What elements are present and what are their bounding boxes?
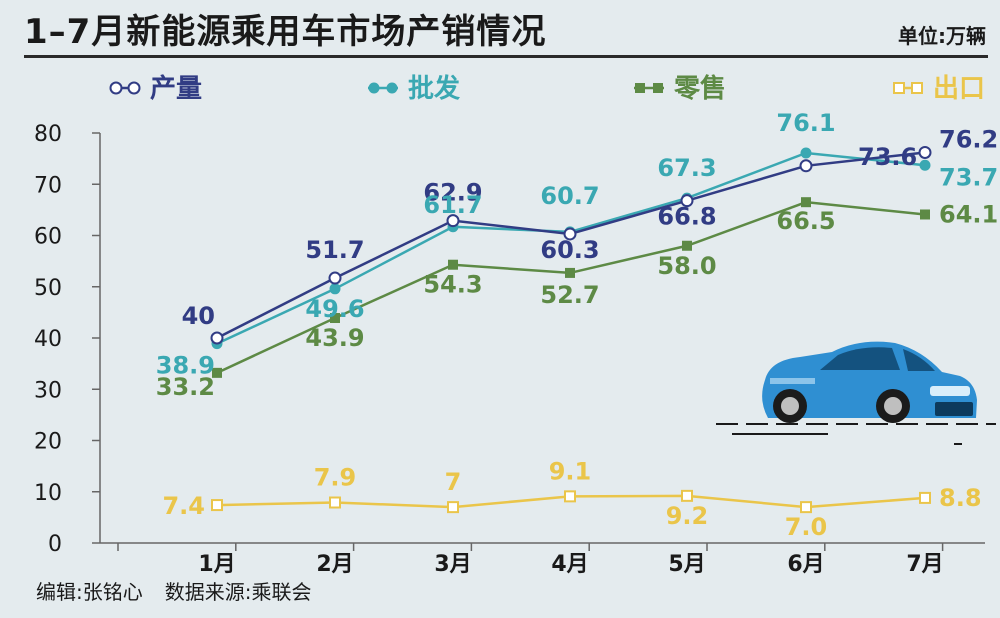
data-point-retail bbox=[920, 209, 930, 220]
data-label-wholesale: 76.1 bbox=[776, 109, 835, 137]
data-label-production: 60.3 bbox=[540, 236, 599, 264]
data-label-production: 73.6 bbox=[858, 143, 917, 171]
data-point-production bbox=[210, 331, 224, 345]
data-point-wholesale bbox=[919, 159, 931, 171]
y-tick-label: 20 bbox=[34, 430, 62, 455]
data-point-export bbox=[211, 499, 223, 512]
y-tick-label: 70 bbox=[34, 173, 62, 198]
data-point-production bbox=[446, 214, 460, 228]
legend-marker bbox=[635, 83, 645, 93]
legend-label: 批发 bbox=[408, 73, 460, 104]
legend-marker bbox=[368, 82, 380, 94]
data-point-production bbox=[563, 227, 577, 241]
y-tick-label: 50 bbox=[34, 276, 62, 301]
data-point-export bbox=[919, 491, 931, 504]
data-label-production: 51.7 bbox=[305, 236, 364, 264]
data-point-wholesale bbox=[800, 147, 812, 159]
data-label-retail: 43.9 bbox=[305, 324, 364, 352]
data-point-wholesale bbox=[329, 283, 341, 295]
legend-marker bbox=[911, 82, 923, 94]
data-point-retail bbox=[212, 367, 222, 378]
x-tick-label: 5月 bbox=[668, 552, 705, 577]
data-label-retail: 33.2 bbox=[156, 373, 215, 401]
data-label-wholesale: 49.6 bbox=[305, 295, 364, 323]
data-label-retail: 58.0 bbox=[657, 252, 716, 280]
data-source: 数据来源:乘联会 bbox=[164, 580, 312, 604]
data-label-retail: 66.5 bbox=[776, 207, 835, 235]
data-point-production bbox=[328, 271, 342, 285]
data-label-wholesale: 67.3 bbox=[657, 154, 716, 182]
car-icon bbox=[716, 341, 996, 445]
y-tick-label: 0 bbox=[48, 532, 62, 557]
footer: 编辑:张铭心 数据来源:乘联会 bbox=[36, 576, 312, 605]
chart-title: 1–7月新能源乘用车市场产销情况 bbox=[24, 12, 547, 52]
data-point-retail bbox=[330, 313, 340, 324]
legend-marker bbox=[893, 82, 905, 94]
data-label-retail: 54.3 bbox=[423, 271, 482, 299]
data-point-production bbox=[799, 159, 813, 173]
data-label-retail: 64.1 bbox=[939, 200, 998, 228]
data-label-export: 7.0 bbox=[785, 513, 828, 541]
data-point-retail bbox=[801, 197, 811, 208]
data-label-export: 7.4 bbox=[162, 492, 205, 520]
legend-label: 产量 bbox=[150, 74, 202, 104]
data-label-export: 8.8 bbox=[939, 484, 982, 512]
data-point-export bbox=[447, 501, 459, 514]
editor-credit: 编辑:张铭心 bbox=[36, 580, 143, 604]
x-tick-label: 3月 bbox=[434, 552, 471, 577]
data-label-production: 62.9 bbox=[423, 179, 482, 207]
y-tick-label: 10 bbox=[34, 481, 62, 506]
data-label-retail: 52.7 bbox=[540, 281, 599, 309]
y-tick-label: 40 bbox=[34, 327, 62, 352]
data-point-export bbox=[681, 489, 693, 502]
data-point-retail bbox=[565, 267, 575, 278]
legend-marker bbox=[653, 83, 663, 93]
legend-label: 零售 bbox=[674, 73, 726, 104]
data-label-wholesale: 73.7 bbox=[939, 163, 998, 191]
y-tick-label: 60 bbox=[34, 225, 62, 250]
axes: 0 10 20 30 40 50 60 70 80 1月 2月 3月 4月 5月 6月 7月 bbox=[34, 122, 985, 577]
data-labels: 40 51.7 62.9 60.3 66.8 73.6 76.2 38.9 49.6 61.7 60… bbox=[156, 109, 998, 541]
data-label-export: 9.1 bbox=[549, 457, 592, 485]
data-point-export bbox=[329, 496, 341, 509]
data-point-production bbox=[918, 145, 932, 159]
data-label-wholesale: 61.7 bbox=[423, 191, 482, 219]
data-point-production bbox=[680, 194, 694, 208]
data-label-wholesale: 38.9 bbox=[156, 352, 215, 380]
data-point-retail bbox=[448, 259, 458, 270]
data-point-export bbox=[564, 490, 576, 503]
x-tick-label: 4月 bbox=[551, 552, 588, 577]
data-label-export: 7.9 bbox=[314, 464, 357, 492]
title-divider bbox=[24, 55, 988, 58]
data-label-production: 76.2 bbox=[939, 125, 998, 153]
unit-label: 单位:万辆 bbox=[898, 24, 986, 48]
data-label-export: 7 bbox=[445, 468, 462, 496]
data-label-export: 9.2 bbox=[666, 502, 709, 530]
y-tick-label: 30 bbox=[34, 378, 62, 403]
data-label-wholesale: 60.7 bbox=[540, 182, 599, 210]
series-layer bbox=[210, 145, 932, 514]
legend-marker bbox=[109, 81, 123, 95]
legend: 产量 批发 零售 出口 bbox=[109, 73, 985, 104]
x-tick-label: 1月 bbox=[198, 552, 235, 577]
x-tick-label: 7月 bbox=[906, 552, 943, 577]
data-label-production: 40 bbox=[182, 302, 215, 330]
legend-marker bbox=[386, 82, 398, 94]
data-point-retail bbox=[682, 240, 692, 251]
legend-marker bbox=[127, 81, 141, 95]
x-tick-label: 6月 bbox=[787, 552, 824, 577]
data-label-production: 66.8 bbox=[657, 203, 716, 231]
y-tick-label: 80 bbox=[34, 122, 62, 147]
legend-label: 出口 bbox=[933, 74, 985, 104]
data-point-export bbox=[800, 501, 812, 514]
x-tick-label: 2月 bbox=[316, 552, 353, 577]
